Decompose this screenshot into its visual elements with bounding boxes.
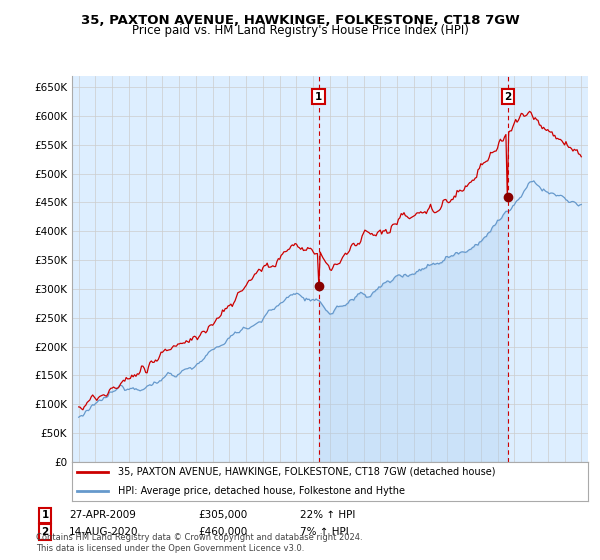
Text: 1: 1: [315, 92, 322, 102]
Text: 35, PAXTON AVENUE, HAWKINGE, FOLKESTONE, CT18 7GW (detached house): 35, PAXTON AVENUE, HAWKINGE, FOLKESTONE,…: [118, 467, 496, 477]
Text: 14-AUG-2020: 14-AUG-2020: [69, 527, 139, 537]
Text: 27-APR-2009: 27-APR-2009: [69, 510, 136, 520]
Text: 2: 2: [504, 92, 512, 102]
Text: 22% ↑ HPI: 22% ↑ HPI: [300, 510, 355, 520]
Text: HPI: Average price, detached house, Folkestone and Hythe: HPI: Average price, detached house, Folk…: [118, 487, 406, 496]
Text: Price paid vs. HM Land Registry's House Price Index (HPI): Price paid vs. HM Land Registry's House …: [131, 24, 469, 37]
Text: 1: 1: [41, 510, 49, 520]
Text: £460,000: £460,000: [198, 527, 247, 537]
Text: £305,000: £305,000: [198, 510, 247, 520]
Text: 35, PAXTON AVENUE, HAWKINGE, FOLKESTONE, CT18 7GW: 35, PAXTON AVENUE, HAWKINGE, FOLKESTONE,…: [80, 14, 520, 27]
Text: 7% ↑ HPI: 7% ↑ HPI: [300, 527, 349, 537]
Text: Contains HM Land Registry data © Crown copyright and database right 2024.
This d: Contains HM Land Registry data © Crown c…: [36, 533, 362, 553]
Text: 2: 2: [41, 527, 49, 537]
